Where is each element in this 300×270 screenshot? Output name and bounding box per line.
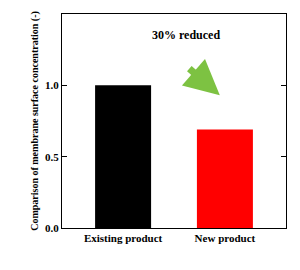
svg-text:Comparison of membrane surface: Comparison of membrane surface concentra… xyxy=(29,11,41,231)
svg-text:1.0: 1.0 xyxy=(45,79,59,91)
svg-text:30% reduced: 30% reduced xyxy=(152,28,220,42)
svg-text:0.5: 0.5 xyxy=(45,151,59,163)
svg-text:New product: New product xyxy=(195,232,256,244)
svg-text:Existing product: Existing product xyxy=(84,232,163,244)
svg-text:0.0: 0.0 xyxy=(45,222,59,234)
